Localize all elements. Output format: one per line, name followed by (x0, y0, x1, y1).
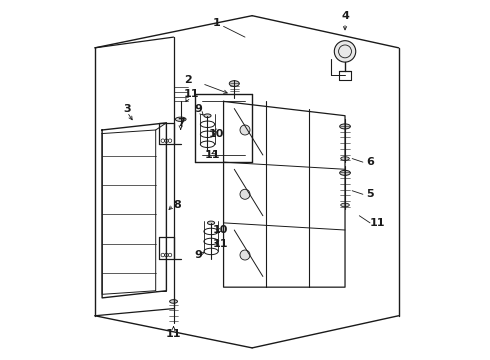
Text: 11: 11 (369, 218, 385, 228)
Text: 10: 10 (212, 225, 228, 235)
Ellipse shape (341, 203, 349, 207)
Text: 4: 4 (341, 11, 349, 21)
Text: 1: 1 (213, 18, 220, 28)
Text: 7: 7 (177, 118, 185, 128)
Circle shape (240, 250, 250, 260)
Text: 3: 3 (123, 104, 131, 113)
Text: 10: 10 (209, 129, 224, 139)
Ellipse shape (229, 81, 239, 86)
Ellipse shape (170, 300, 177, 303)
Text: 9: 9 (195, 104, 202, 113)
Text: 11: 11 (166, 329, 181, 339)
Circle shape (240, 189, 250, 199)
Ellipse shape (175, 117, 186, 121)
Circle shape (334, 41, 356, 62)
Text: 5: 5 (366, 189, 374, 199)
Text: 11: 11 (205, 150, 221, 160)
Text: 11: 11 (184, 89, 199, 99)
Ellipse shape (204, 114, 211, 117)
Ellipse shape (341, 157, 349, 160)
Text: 9: 9 (195, 250, 202, 260)
Text: 2: 2 (184, 75, 192, 85)
Ellipse shape (340, 124, 350, 129)
Ellipse shape (207, 221, 215, 225)
Text: 11: 11 (212, 239, 228, 249)
Text: 8: 8 (173, 200, 181, 210)
Ellipse shape (340, 170, 350, 175)
Circle shape (240, 125, 250, 135)
Text: 6: 6 (366, 157, 374, 167)
